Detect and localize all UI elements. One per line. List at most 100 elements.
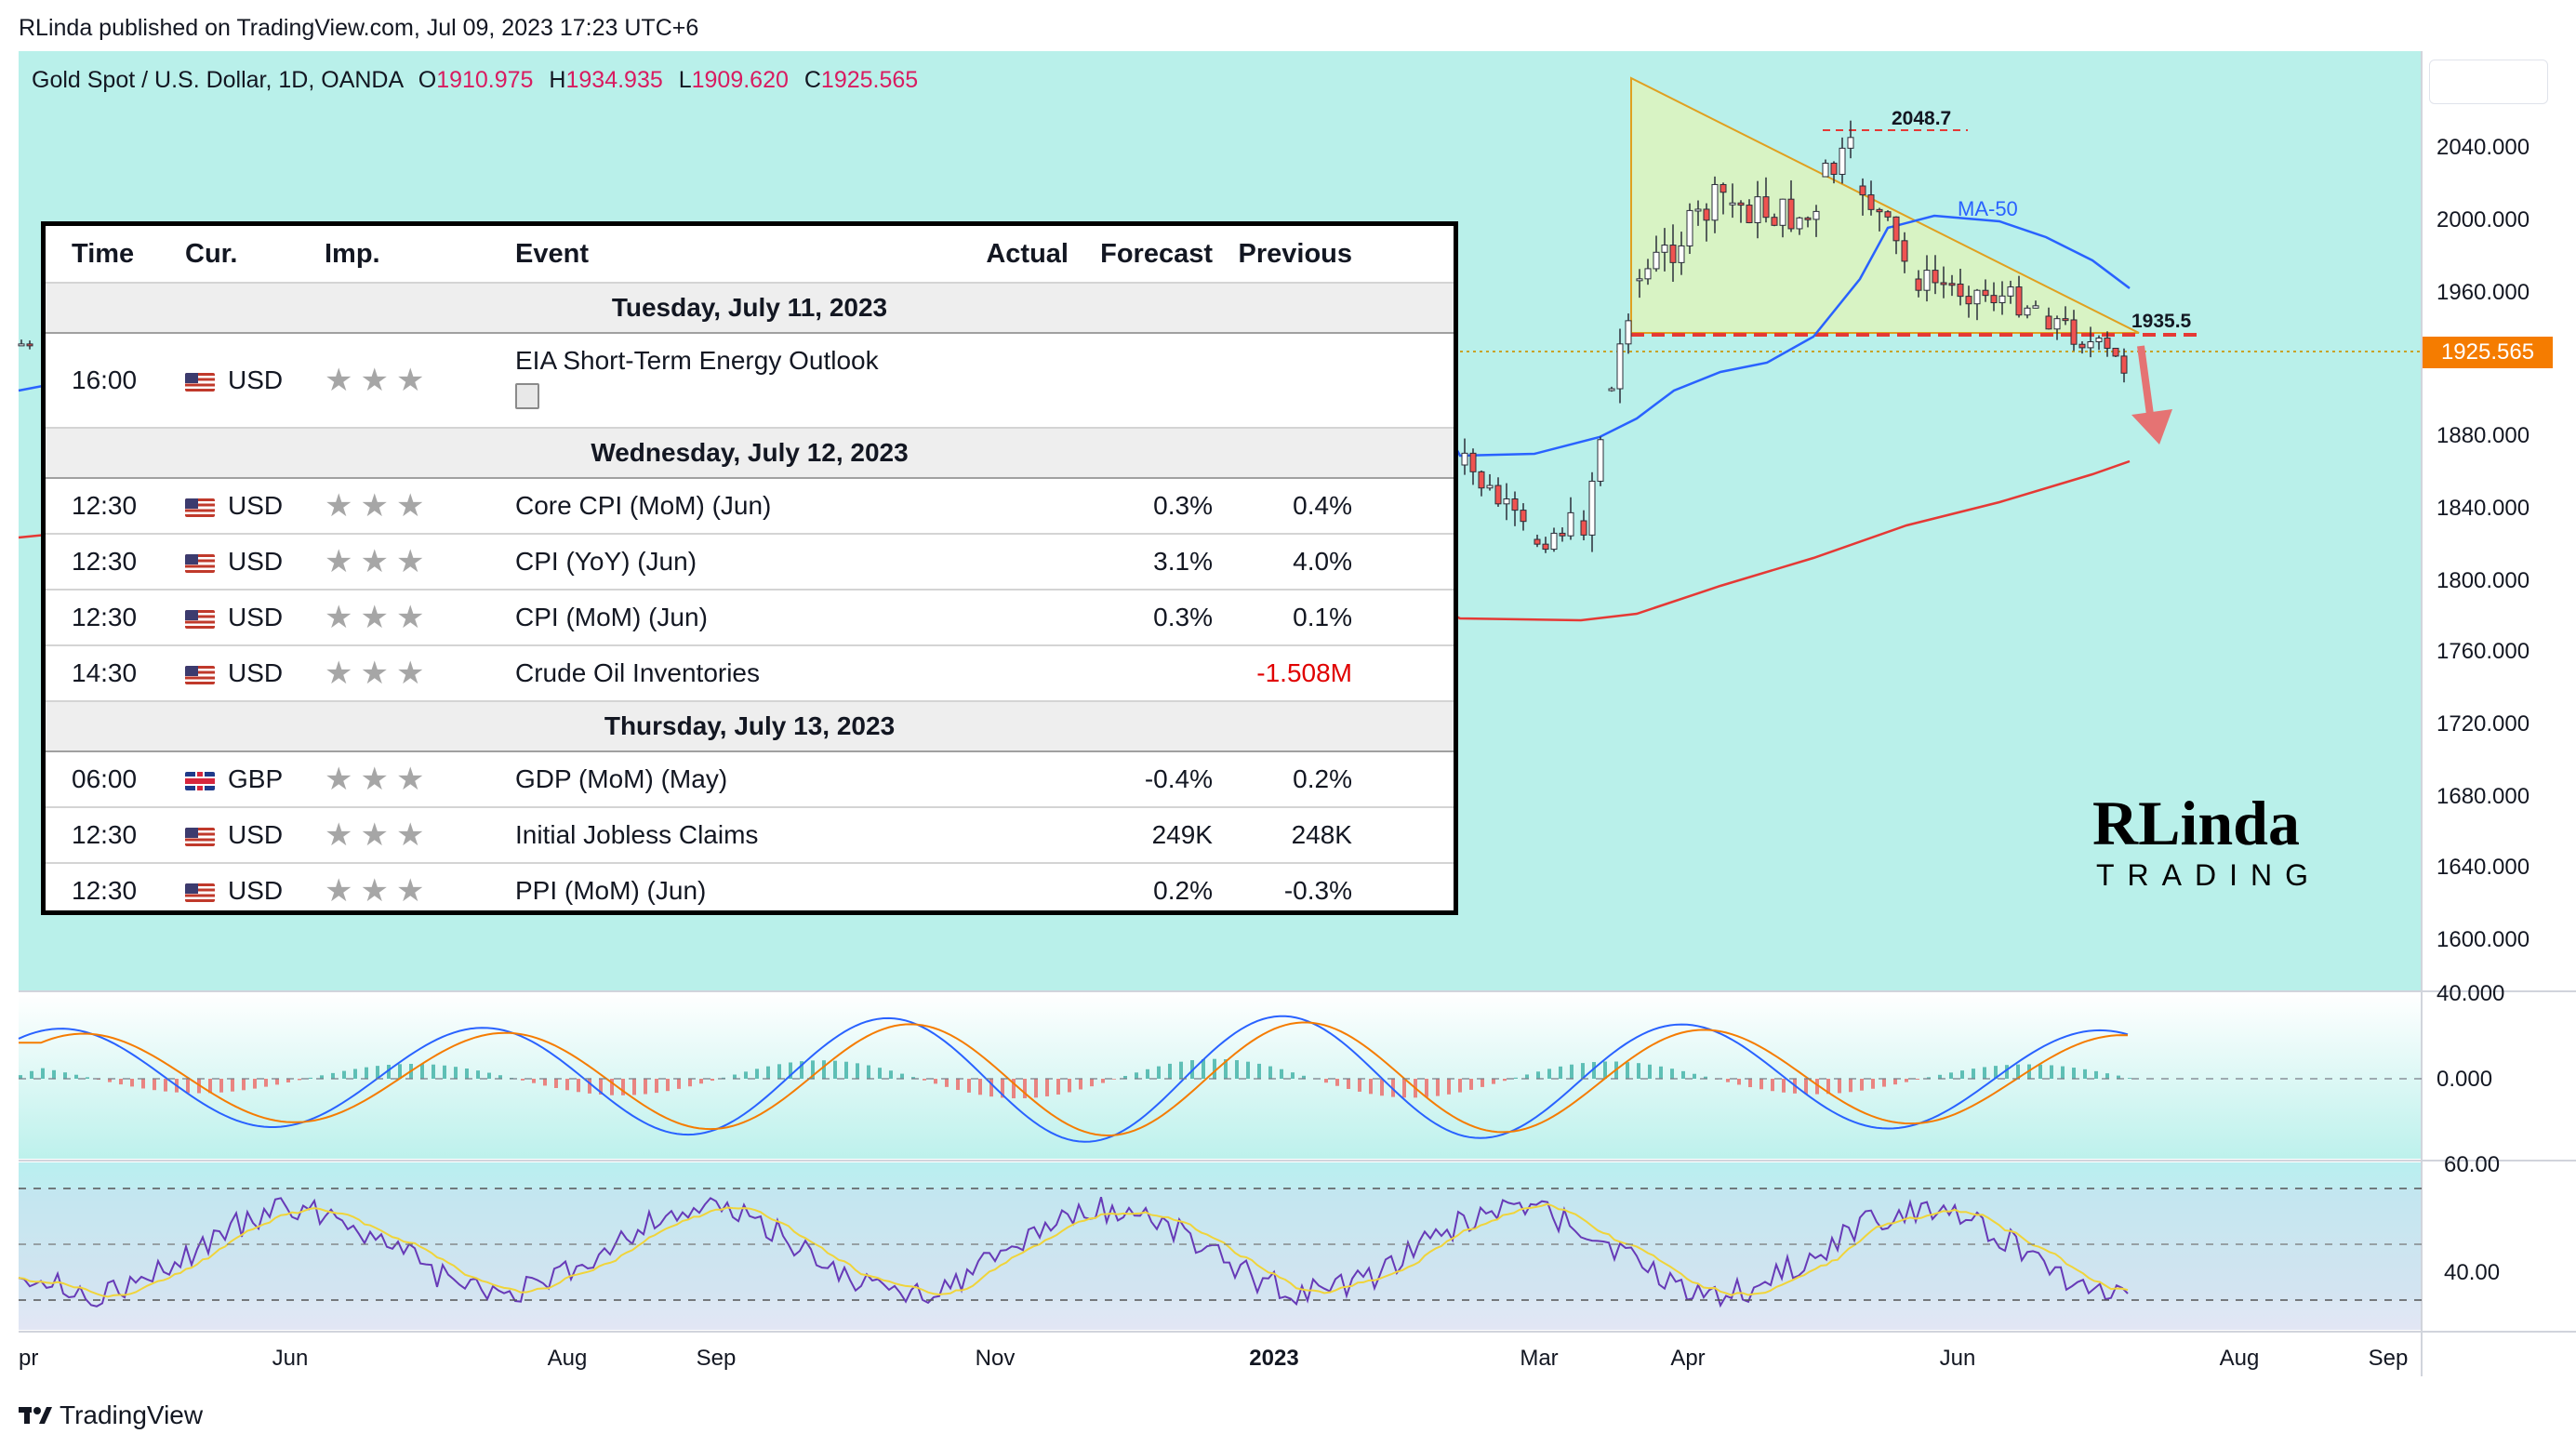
candle-body bbox=[1703, 208, 1710, 221]
macd-histogram-bar bbox=[844, 1061, 848, 1079]
macd-axis-label: 40.000 bbox=[2437, 981, 2504, 1006]
event-title: Core CPI (MoM) (Jun) bbox=[515, 491, 772, 520]
macd-histogram-bar bbox=[1302, 1075, 1306, 1079]
close-key: C bbox=[803, 67, 821, 93]
symbol-legend: Gold Spot / U.S. Dollar, 1D, OANDA O1910… bbox=[32, 67, 918, 94]
current-price-tag: 1925.565 bbox=[2423, 337, 2553, 368]
symbol-search-box[interactable] bbox=[2429, 60, 2548, 104]
macd-histogram-bar bbox=[521, 1079, 524, 1081]
candle-body bbox=[1915, 278, 1922, 291]
calendar-event-row[interactable]: 12:30 USD ★★★ CPI (MoM) (Jun) 0.3% 0.1% bbox=[46, 589, 1454, 645]
calendar-event-row[interactable]: 16:00 USD ★★★ EIA Short-Term Energy Outlook bbox=[46, 332, 1454, 428]
macd-histogram-bar bbox=[1960, 1070, 1964, 1079]
macd-histogram-bar bbox=[733, 1074, 737, 1079]
event-forecast: -0.4% bbox=[1069, 750, 1213, 807]
macd-histogram-bar bbox=[811, 1060, 815, 1079]
document-icon[interactable] bbox=[515, 382, 539, 409]
macd-histogram-bar bbox=[1603, 1061, 1607, 1079]
macd-histogram-bar bbox=[1782, 1079, 1786, 1093]
macd-histogram-bar bbox=[789, 1062, 792, 1079]
event-forecast: 0.3% bbox=[1069, 589, 1213, 645]
macd-histogram-bar bbox=[1257, 1063, 1261, 1079]
calendar-event-row[interactable]: 12:30 USD ★★★ PPI (MoM) (Jun) 0.2% -0.3% bbox=[46, 862, 1454, 918]
macd-histogram-bar bbox=[822, 1060, 826, 1079]
candle-body bbox=[2007, 286, 2014, 297]
price-axis-label: 1600.000 bbox=[2437, 927, 2530, 952]
macd-histogram-bar bbox=[1045, 1079, 1049, 1096]
macd-histogram-bar bbox=[1056, 1079, 1060, 1095]
macd-histogram-bar bbox=[2061, 1066, 2065, 1079]
macd-histogram-bar bbox=[108, 1079, 112, 1082]
macd-histogram-bar bbox=[186, 1079, 190, 1094]
macd-histogram-bar bbox=[1525, 1074, 1529, 1079]
macd-histogram-bar bbox=[1994, 1066, 1998, 1079]
time-axis-label: Aug bbox=[548, 1346, 588, 1371]
macd-histogram-bar bbox=[945, 1079, 949, 1087]
candle-body bbox=[1948, 283, 1956, 286]
calendar-event-row[interactable]: 06:00 GBP ★★★ GDP (MoM) (May) -0.4% 0.2% bbox=[46, 750, 1454, 807]
macd-histogram-bar bbox=[889, 1070, 893, 1079]
event-importance: ★★★ bbox=[325, 533, 515, 590]
macd-histogram-bar bbox=[833, 1060, 837, 1079]
event-actual bbox=[934, 862, 1069, 918]
macd-histogram-bar bbox=[1670, 1069, 1674, 1079]
macd-histogram-bar bbox=[1179, 1061, 1183, 1079]
time-axis-label: 2023 bbox=[1249, 1346, 1298, 1371]
event-title: CPI (YoY) (Jun) bbox=[515, 547, 697, 576]
macd-histogram-bar bbox=[2083, 1069, 2087, 1079]
macd-histogram-bar bbox=[1358, 1079, 1361, 1092]
macd-histogram-bar bbox=[1213, 1058, 1216, 1079]
macd-histogram-bar bbox=[1324, 1079, 1328, 1083]
macd-histogram-bar bbox=[2038, 1064, 2042, 1079]
macd-histogram-bar bbox=[677, 1079, 681, 1089]
candle-body bbox=[1678, 245, 1685, 263]
event-forecast: 249K bbox=[1069, 806, 1213, 863]
candle-body bbox=[2078, 343, 2086, 349]
candle-body bbox=[1762, 196, 1770, 219]
macd-histogram-bar bbox=[2016, 1064, 2020, 1079]
candle-body bbox=[1597, 439, 1604, 482]
importance-stars-icon: ★★★ bbox=[325, 544, 432, 579]
candle-body bbox=[2045, 315, 2052, 330]
event-actual bbox=[934, 806, 1069, 863]
event-forecast bbox=[1069, 644, 1213, 701]
macd-histogram-bar bbox=[1157, 1066, 1161, 1079]
event-currency: USD bbox=[185, 533, 325, 590]
event-importance: ★★★ bbox=[325, 644, 515, 701]
time-axis-label: Aug bbox=[2220, 1346, 2260, 1371]
macd-histogram-bar bbox=[2050, 1065, 2053, 1079]
calendar-event-row[interactable]: 14:30 USD ★★★ Crude Oil Inventories -1.508M bbox=[46, 644, 1454, 701]
calendar-event-row[interactable]: 12:30 USD ★★★ Initial Jobless Claims 249K 248… bbox=[46, 806, 1454, 863]
candle-body bbox=[1559, 532, 1566, 537]
macd-histogram-bar bbox=[710, 1079, 714, 1082]
macd-histogram-bar bbox=[978, 1079, 982, 1095]
event-currency: USD bbox=[185, 806, 325, 863]
event-name: PPI (MoM) (Jun) bbox=[515, 862, 934, 918]
macd-histogram-bar bbox=[242, 1079, 246, 1091]
header-forecast: Forecast bbox=[1100, 238, 1213, 269]
macd-histogram-bar bbox=[1090, 1079, 1094, 1087]
candle-body bbox=[1923, 270, 1931, 291]
macd-histogram-bar bbox=[2094, 1070, 2098, 1079]
macd-histogram-bar bbox=[755, 1069, 759, 1079]
macd-histogram-bar bbox=[1882, 1079, 1886, 1087]
event-title: PPI (MoM) (Jun) bbox=[515, 876, 707, 905]
event-currency: USD bbox=[185, 644, 325, 701]
macd-histogram-bar bbox=[1626, 1062, 1629, 1079]
macd-histogram-bar bbox=[1905, 1079, 1908, 1082]
calendar-event-row[interactable]: 12:30 USD ★★★ CPI (YoY) (Jun) 3.1% 4.0% bbox=[46, 533, 1454, 590]
candle-body bbox=[1567, 511, 1574, 537]
tradingview-footer[interactable]: TradingView bbox=[19, 1401, 203, 1430]
macd-histogram-bar bbox=[1146, 1069, 1149, 1079]
calendar-day-label: Tuesday, July 11, 2023 bbox=[46, 282, 1454, 334]
macd-histogram-bar bbox=[1536, 1071, 1540, 1079]
macd-histogram-bar bbox=[1693, 1073, 1696, 1079]
macd-histogram-bar bbox=[498, 1075, 502, 1079]
calendar-event-row[interactable]: 12:30 USD ★★★ Core CPI (MoM) (Jun) 0.3% 0.4% bbox=[46, 477, 1454, 534]
macd-histogram-bar bbox=[766, 1066, 770, 1079]
event-currency: GBP bbox=[185, 750, 325, 807]
macd-histogram-bar bbox=[41, 1068, 45, 1079]
macd-histogram-bar bbox=[666, 1079, 670, 1092]
macd-histogram-bar bbox=[1726, 1079, 1730, 1082]
